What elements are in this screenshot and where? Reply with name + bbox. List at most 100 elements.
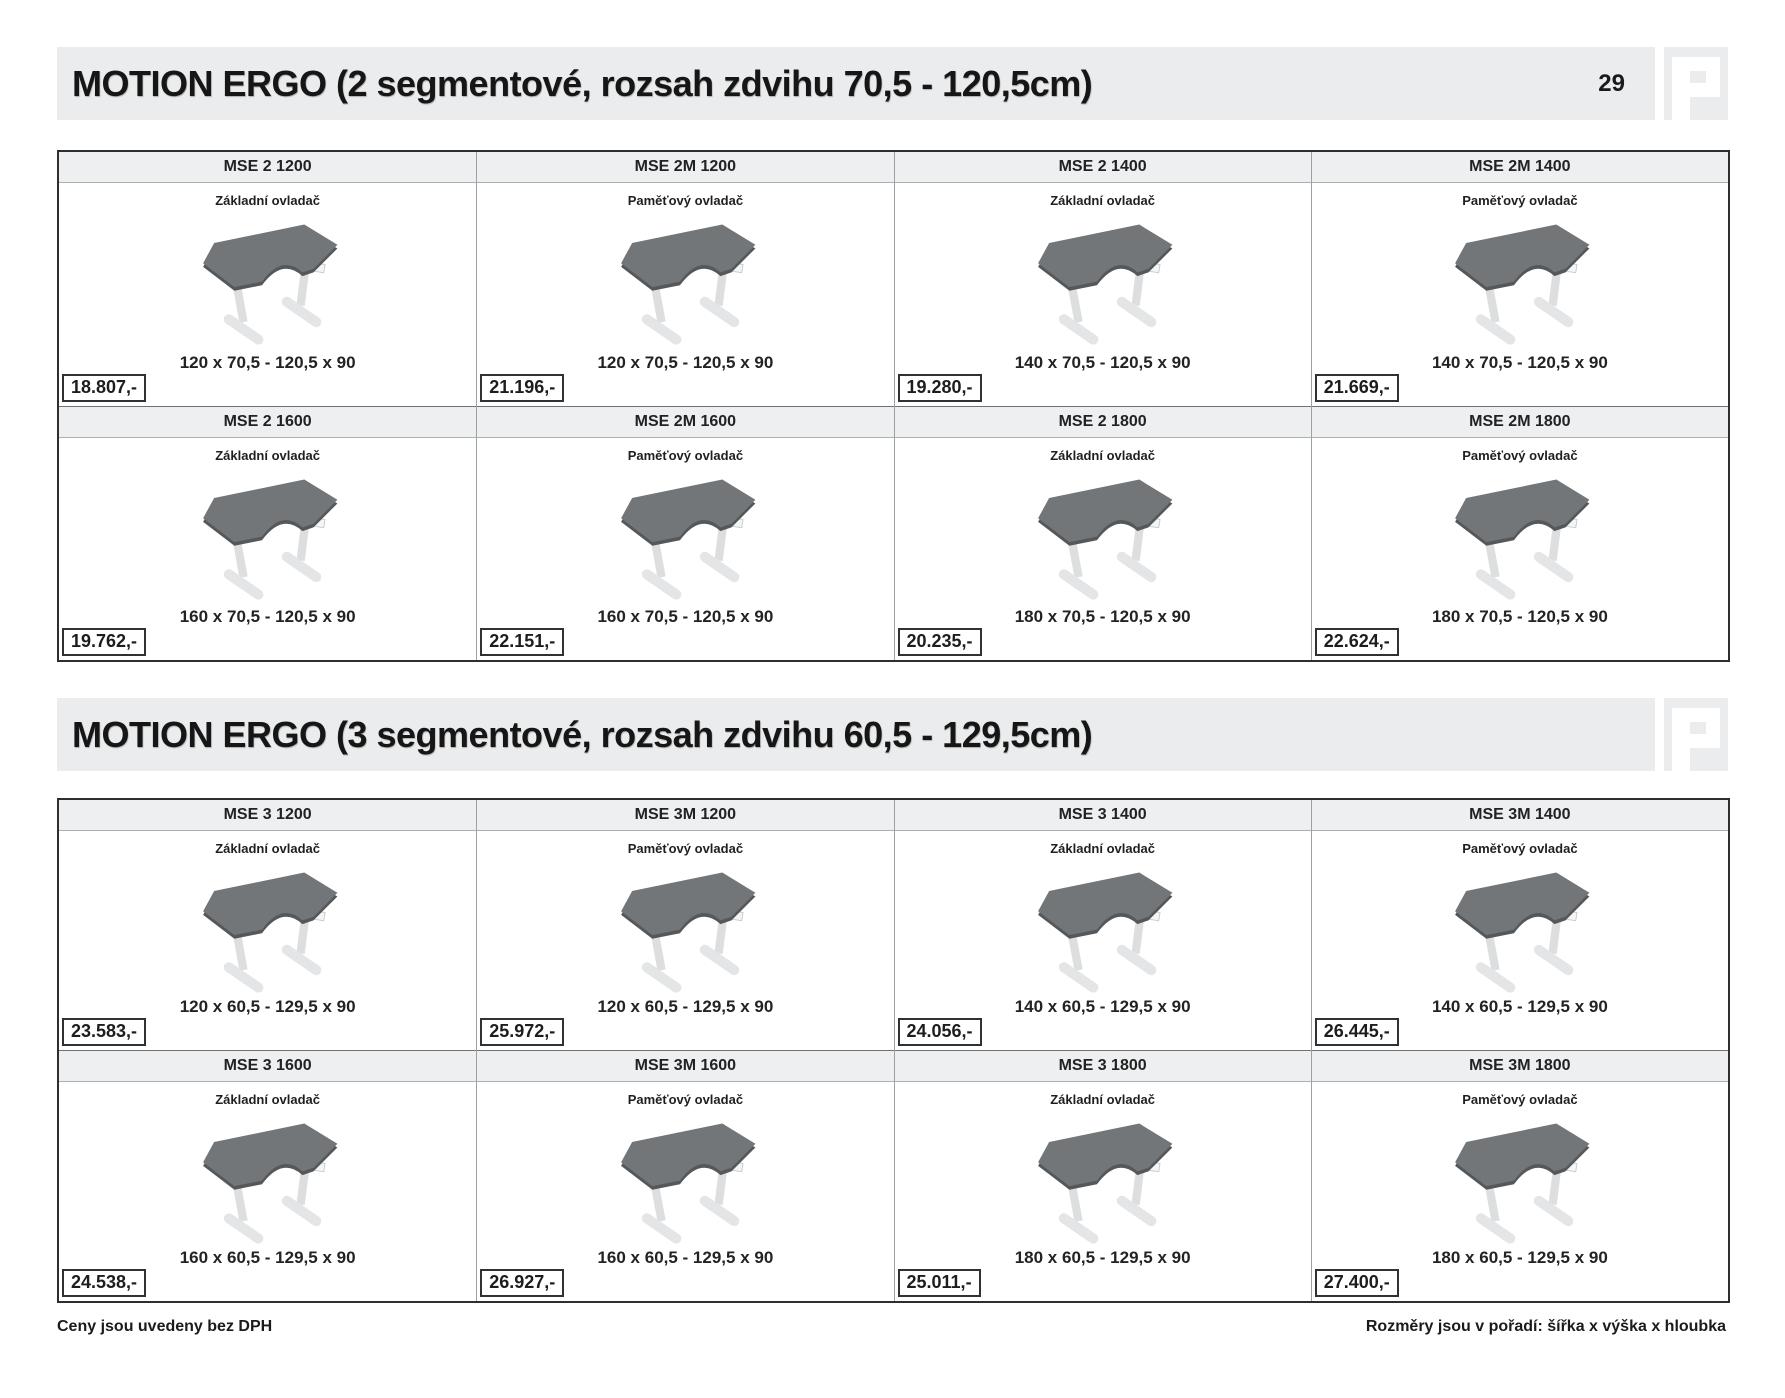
product-model: MSE 3M 1400 (1311, 800, 1728, 831)
product-cell: MSE 3M 1200 Paměťový ovladač 120 x 60,5 … (476, 800, 894, 1050)
desk-image (155, 208, 380, 346)
desk-image (573, 1107, 798, 1245)
section-2-header: MOTION ERGO (3 segmentové, rozsah zdvihu… (57, 698, 1655, 771)
desk-image (990, 208, 1215, 346)
product-model: MSE 2 1400 (894, 152, 1311, 183)
product-body: Paměťový ovladač 140 x 60,5 - 129,5 x 90… (1311, 831, 1728, 1050)
desk-image (990, 1107, 1215, 1245)
product-model: MSE 3 1400 (894, 800, 1311, 831)
product-body: Základní ovladač 180 x 60,5 - 129,5 x 90… (894, 1082, 1311, 1301)
dimensions-label: 160 x 60,5 - 129,5 x 90 (597, 1248, 774, 1267)
product-model: MSE 2M 1800 (1311, 406, 1728, 438)
product-body: Základní ovladač 140 x 70,5 - 120,5 x 90… (894, 183, 1311, 406)
page-footer: Ceny jsou uvedeny bez DPH Rozměry jsou v… (57, 1318, 1726, 1336)
product-table-3-segment: MSE 3 1200 Základní ovladač 120 x 60,5 -… (57, 798, 1730, 1303)
product-cell: MSE 2 1400 Základní ovladač 140 x 70,5 -… (893, 152, 1311, 406)
p-logo-icon (1664, 698, 1728, 771)
dimensions-label: 180 x 60,5 - 129,5 x 90 (1431, 1248, 1608, 1267)
product-body: Základní ovladač 120 x 60,5 - 129,5 x 90… (59, 831, 477, 1050)
dimensions-label: 180 x 70,5 - 120,5 x 90 (1431, 607, 1608, 626)
price-badge: 22.151,- (480, 628, 565, 656)
price-badge: 26.927,- (480, 1269, 565, 1297)
product-model: MSE 3 1800 (894, 1050, 1311, 1082)
dimensions-label: 160 x 70,5 - 120,5 x 90 (179, 607, 356, 626)
product-model: MSE 3 1200 (59, 800, 477, 831)
dimensions-label: 140 x 70,5 - 120,5 x 90 (1014, 353, 1191, 372)
product-body: Paměťový ovladač 180 x 70,5 - 120,5 x 90… (1311, 438, 1728, 660)
footer-note-dimensions: Rozměry jsou v pořadí: šířka x výška x h… (1365, 1318, 1726, 1335)
product-body: Paměťový ovladač 160 x 60,5 - 129,5 x 90… (477, 1082, 894, 1301)
product-body: Paměťový ovladač 140 x 70,5 - 120,5 x 90… (1311, 183, 1728, 406)
controller-type-label: Paměťový ovladač (1462, 1092, 1578, 1107)
product-body: Paměťový ovladač 180 x 60,5 - 129,5 x 90… (1311, 1082, 1728, 1301)
price-badge: 26.445,- (1314, 1018, 1399, 1046)
product-model: MSE 3 1600 (59, 1050, 477, 1082)
product-model: MSE 2 1800 (894, 406, 1311, 438)
product-cell: MSE 2M 1800 Paměťový ovladač 180 x 70,5 … (1310, 406, 1728, 660)
desk-image (1407, 1107, 1632, 1245)
section-2-title: MOTION ERGO (3 segmentové, rozsah zdvihu… (72, 713, 1093, 755)
product-cell: MSE 3 1800 Základní ovladač 180 x 60,5 -… (893, 1050, 1311, 1301)
price-badge: 23.583,- (62, 1018, 147, 1046)
section-1-header: MOTION ERGO (2 segmentové, rozsah zdvihu… (57, 47, 1655, 120)
desk-image (573, 463, 798, 601)
product-body: Paměťový ovladač 120 x 60,5 - 129,5 x 90… (477, 831, 894, 1050)
product-model: MSE 2 1600 (59, 406, 477, 438)
dimensions-label: 120 x 60,5 - 129,5 x 90 (597, 997, 774, 1016)
price-badge: 19.762,- (62, 628, 147, 656)
product-body: Základní ovladač 160 x 70,5 - 120,5 x 90… (59, 438, 477, 660)
product-cell: MSE 2M 1400 Paměťový ovladač 140 x 70,5 … (1310, 152, 1728, 406)
price-badge: 24.538,- (62, 1269, 147, 1297)
dimensions-label: 160 x 70,5 - 120,5 x 90 (597, 607, 774, 626)
price-badge: 27.400,- (1314, 1269, 1399, 1297)
price-badge: 24.056,- (897, 1018, 982, 1046)
desk-image (1407, 856, 1632, 994)
product-model: MSE 3M 1200 (477, 800, 894, 831)
price-badge: 25.011,- (897, 1269, 981, 1297)
product-cell: MSE 3M 1600 Paměťový ovladač 160 x 60,5 … (476, 1050, 894, 1301)
price-badge: 19.280,- (897, 374, 982, 402)
page-number: 29 (1598, 69, 1625, 97)
desk-image (990, 856, 1215, 994)
product-table-2-segment: MSE 2 1200 Základní ovladač 120 x 70,5 -… (57, 150, 1730, 662)
desk-image (573, 208, 798, 346)
dimensions-label: 140 x 60,5 - 129,5 x 90 (1431, 997, 1608, 1016)
controller-type-label: Základní ovladač (215, 841, 320, 856)
product-model: MSE 3M 1600 (477, 1050, 894, 1082)
product-body: Základní ovladač 160 x 60,5 - 129,5 x 90… (59, 1082, 477, 1301)
dimensions-label: 120 x 70,5 - 120,5 x 90 (597, 353, 774, 372)
product-body: Základní ovladač 180 x 70,5 - 120,5 x 90… (894, 438, 1311, 660)
controller-type-label: Základní ovladač (1050, 193, 1155, 208)
controller-type-label: Základní ovladač (215, 1092, 320, 1107)
price-badge: 21.196,- (480, 374, 565, 402)
controller-type-label: Paměťový ovladač (1462, 448, 1578, 463)
product-cell: MSE 3M 1800 Paměťový ovladač 180 x 60,5 … (1310, 1050, 1728, 1301)
price-badge: 18.807,- (62, 374, 147, 402)
product-body: Základní ovladač 120 x 70,5 - 120,5 x 90… (59, 183, 477, 406)
brand-logo (1664, 698, 1728, 771)
controller-type-label: Základní ovladač (1050, 1092, 1155, 1107)
product-body: Paměťový ovladač 160 x 70,5 - 120,5 x 90… (477, 438, 894, 660)
product-cell: MSE 2 1800 Základní ovladač 180 x 70,5 -… (893, 406, 1311, 660)
dimensions-label: 160 x 60,5 - 129,5 x 90 (179, 1248, 356, 1267)
product-body: Paměťový ovladač 120 x 70,5 - 120,5 x 90… (477, 183, 894, 406)
product-model: MSE 2 1200 (59, 152, 477, 183)
p-logo-icon (1664, 47, 1728, 120)
controller-type-label: Základní ovladač (1050, 448, 1155, 463)
desk-image (155, 1107, 380, 1245)
price-badge: 25.972,- (480, 1018, 565, 1046)
price-badge: 21.669,- (1314, 374, 1399, 402)
controller-type-label: Paměťový ovladač (1462, 193, 1578, 208)
controller-type-label: Paměťový ovladač (1462, 841, 1578, 856)
product-model: MSE 2M 1600 (477, 406, 894, 438)
desk-image (1407, 463, 1632, 601)
product-cell: MSE 3 1400 Základní ovladač 140 x 60,5 -… (893, 800, 1311, 1050)
product-cell: MSE 3 1200 Základní ovladač 120 x 60,5 -… (59, 800, 477, 1050)
footer-note-prices: Ceny jsou uvedeny bez DPH (57, 1318, 273, 1335)
desk-image (1407, 208, 1632, 346)
product-model: MSE 3M 1800 (1311, 1050, 1728, 1082)
price-badge: 20.235,- (897, 628, 982, 656)
controller-type-label: Základní ovladač (215, 448, 320, 463)
desk-image (573, 856, 798, 994)
product-cell: MSE 2M 1200 Paměťový ovladač 120 x 70,5 … (476, 152, 894, 406)
